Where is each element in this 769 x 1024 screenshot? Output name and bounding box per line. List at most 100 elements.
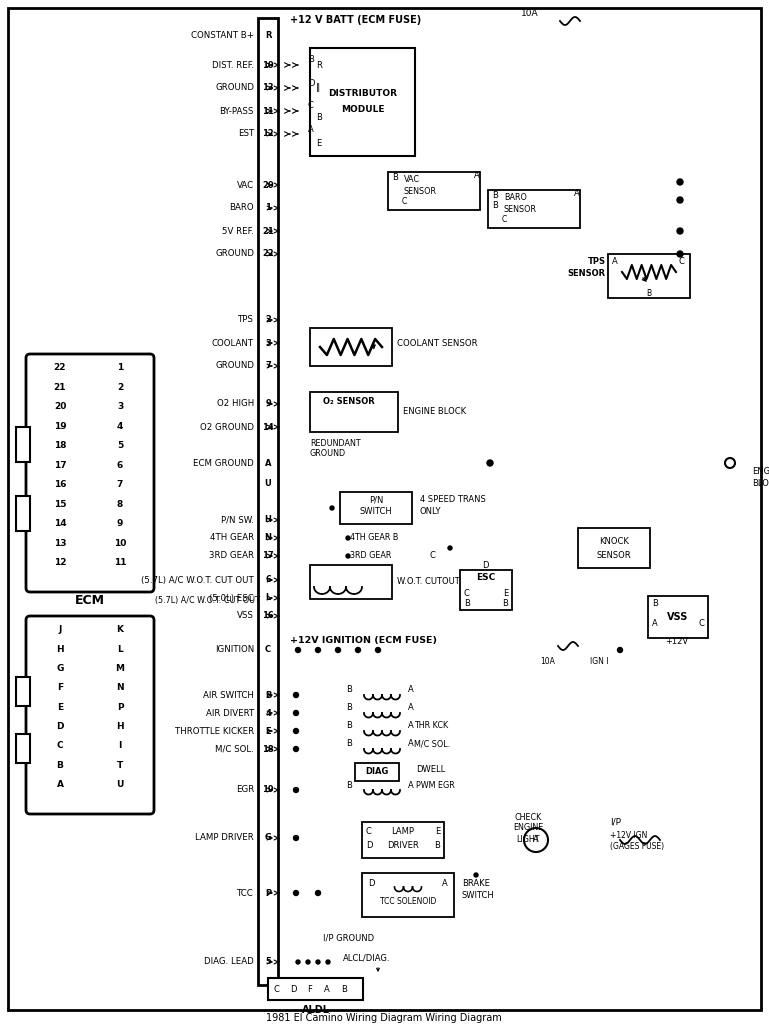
Circle shape: [315, 647, 321, 652]
Text: 1: 1: [117, 364, 123, 373]
Text: 22: 22: [262, 250, 274, 258]
Text: ENGINE: ENGINE: [752, 468, 769, 476]
Bar: [362, 873, 454, 918]
Text: 18: 18: [54, 441, 66, 451]
Text: MODULE: MODULE: [341, 105, 384, 115]
Text: 14: 14: [262, 423, 274, 431]
Text: D: D: [290, 984, 296, 993]
Text: (5.0L) ESC: (5.0L) ESC: [209, 594, 254, 602]
Text: COOLANT: COOLANT: [212, 339, 254, 347]
Text: B: B: [392, 173, 398, 182]
Text: 11: 11: [114, 558, 126, 567]
Circle shape: [294, 746, 298, 752]
Text: ‖: ‖: [316, 84, 320, 92]
FancyBboxPatch shape: [26, 616, 154, 814]
Text: 12: 12: [262, 129, 274, 138]
Text: F: F: [57, 683, 63, 692]
Text: G: G: [265, 834, 271, 843]
Text: B: B: [346, 685, 352, 694]
Text: A: A: [408, 780, 414, 790]
Text: PWM EGR: PWM EGR: [416, 780, 454, 790]
Text: 5V REF.: 5V REF.: [222, 226, 254, 236]
Bar: [488, 190, 580, 228]
Circle shape: [294, 836, 298, 841]
Circle shape: [326, 961, 330, 964]
Text: A: A: [652, 620, 657, 629]
Text: 10A: 10A: [541, 657, 555, 667]
Text: 6: 6: [117, 461, 123, 470]
Text: AIR SWITCH: AIR SWITCH: [203, 690, 254, 699]
Circle shape: [294, 891, 298, 896]
Text: D: D: [482, 560, 488, 569]
Text: B: B: [308, 55, 314, 65]
Text: 4TH GEAR: 4TH GEAR: [210, 534, 254, 543]
Bar: [268, 978, 363, 1000]
Text: BLOCK: BLOCK: [752, 479, 769, 488]
Bar: [355, 763, 399, 781]
Text: H: H: [56, 645, 64, 654]
Text: 10: 10: [114, 539, 126, 548]
Text: A: A: [265, 459, 271, 468]
Text: A: A: [408, 703, 414, 713]
Text: SWITCH: SWITCH: [360, 508, 392, 516]
Text: P: P: [117, 702, 123, 712]
Text: 4 SPEED TRANS: 4 SPEED TRANS: [420, 496, 486, 505]
Text: O₂ SENSOR: O₂ SENSOR: [323, 397, 375, 407]
Circle shape: [315, 891, 321, 896]
Text: B: B: [652, 599, 657, 608]
Circle shape: [294, 787, 298, 793]
Text: EST: EST: [238, 129, 254, 138]
Text: SWITCH: SWITCH: [462, 891, 494, 899]
Text: B: B: [502, 599, 508, 608]
Text: GROUND: GROUND: [215, 361, 254, 371]
Text: 20: 20: [262, 180, 274, 189]
Text: 10A: 10A: [521, 8, 539, 17]
Text: C: C: [57, 741, 63, 751]
Text: A: A: [612, 257, 618, 266]
Text: 5: 5: [117, 441, 123, 451]
Text: A: A: [408, 722, 414, 730]
Text: 4: 4: [117, 422, 123, 431]
Text: KNOCK: KNOCK: [599, 537, 629, 546]
Bar: [460, 570, 512, 610]
Circle shape: [677, 179, 683, 185]
Text: R: R: [265, 31, 271, 40]
Text: 3: 3: [265, 339, 271, 347]
Text: P: P: [265, 889, 271, 897]
Text: 4: 4: [265, 709, 271, 718]
Text: A: A: [56, 780, 64, 790]
Text: K: K: [116, 626, 124, 635]
Text: D: D: [368, 879, 375, 888]
Circle shape: [346, 554, 350, 558]
Text: B: B: [341, 984, 347, 993]
Text: C: C: [502, 215, 508, 224]
Text: B: B: [316, 114, 322, 123]
Text: 13: 13: [262, 84, 274, 92]
Text: DISTRIBUTOR: DISTRIBUTOR: [328, 89, 397, 98]
Text: B: B: [647, 290, 651, 299]
Text: 17: 17: [54, 461, 66, 470]
Text: A: A: [408, 685, 414, 694]
Circle shape: [316, 961, 320, 964]
Text: B: B: [434, 842, 440, 851]
Circle shape: [294, 728, 298, 733]
Text: C: C: [402, 198, 408, 207]
Text: H: H: [265, 515, 271, 524]
Text: 18: 18: [262, 744, 274, 754]
Text: 10: 10: [262, 60, 274, 70]
Text: TCC SOLENOID: TCC SOLENOID: [380, 896, 436, 905]
Text: BY-PASS: BY-PASS: [220, 106, 254, 116]
Bar: [608, 254, 690, 298]
Text: (5.7L) A/C W.O.T. CUT OUT: (5.7L) A/C W.O.T. CUT OUT: [155, 596, 260, 604]
Text: 14: 14: [54, 519, 66, 528]
Text: 2: 2: [117, 383, 123, 392]
Text: COOLANT SENSOR: COOLANT SENSOR: [397, 339, 478, 347]
Circle shape: [294, 692, 298, 697]
Text: B: B: [57, 761, 63, 770]
Text: A: A: [408, 739, 414, 749]
Text: C: C: [265, 645, 271, 654]
Text: 7: 7: [117, 480, 123, 489]
Text: B: B: [346, 722, 352, 730]
Text: P/N: P/N: [369, 496, 383, 505]
Text: 11: 11: [262, 106, 274, 116]
